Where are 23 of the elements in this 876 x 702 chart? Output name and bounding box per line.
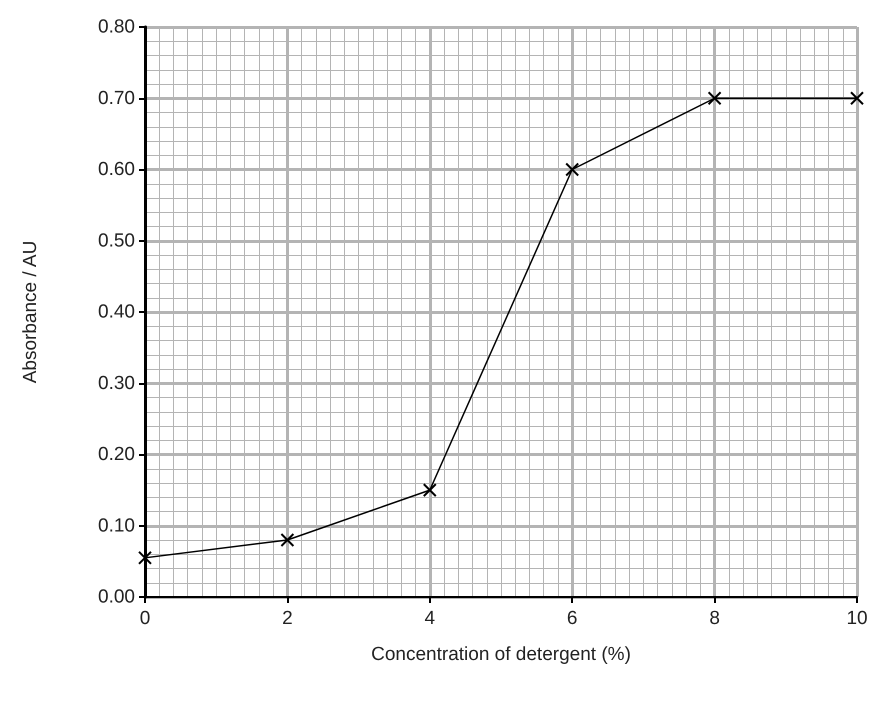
point <box>422 483 437 498</box>
y-tick-label: 0.40 <box>98 302 135 322</box>
x-tick-label: 10 <box>846 608 868 629</box>
point <box>565 162 580 176</box>
point <box>138 550 152 565</box>
x-tick-label: 8 <box>709 608 720 629</box>
point <box>280 533 294 547</box>
x-tick-label: 2 <box>282 608 293 629</box>
y-tick-label: 0.30 <box>98 372 135 394</box>
x-tick-label: 6 <box>566 608 578 629</box>
y-tick-label: 0.20 <box>98 444 135 465</box>
y-tick-label: 0.00 <box>98 586 135 608</box>
x-tick-label: 0 <box>140 608 150 629</box>
x-tick-label: 4 <box>424 608 436 629</box>
point <box>850 91 864 106</box>
point <box>708 91 722 106</box>
y-tick-label: 0.60 <box>98 159 135 180</box>
y-tick-label: 0.70 <box>98 88 135 109</box>
y-axis-title: Absorbance / AU <box>20 240 41 384</box>
y-tick-label: 0.50 <box>98 230 135 252</box>
y-tick-label: 0.10 <box>98 515 135 536</box>
y-tick-label: 0.80 <box>98 16 135 38</box>
x-axis-title: Concentration of detergent (%) <box>371 644 631 665</box>
